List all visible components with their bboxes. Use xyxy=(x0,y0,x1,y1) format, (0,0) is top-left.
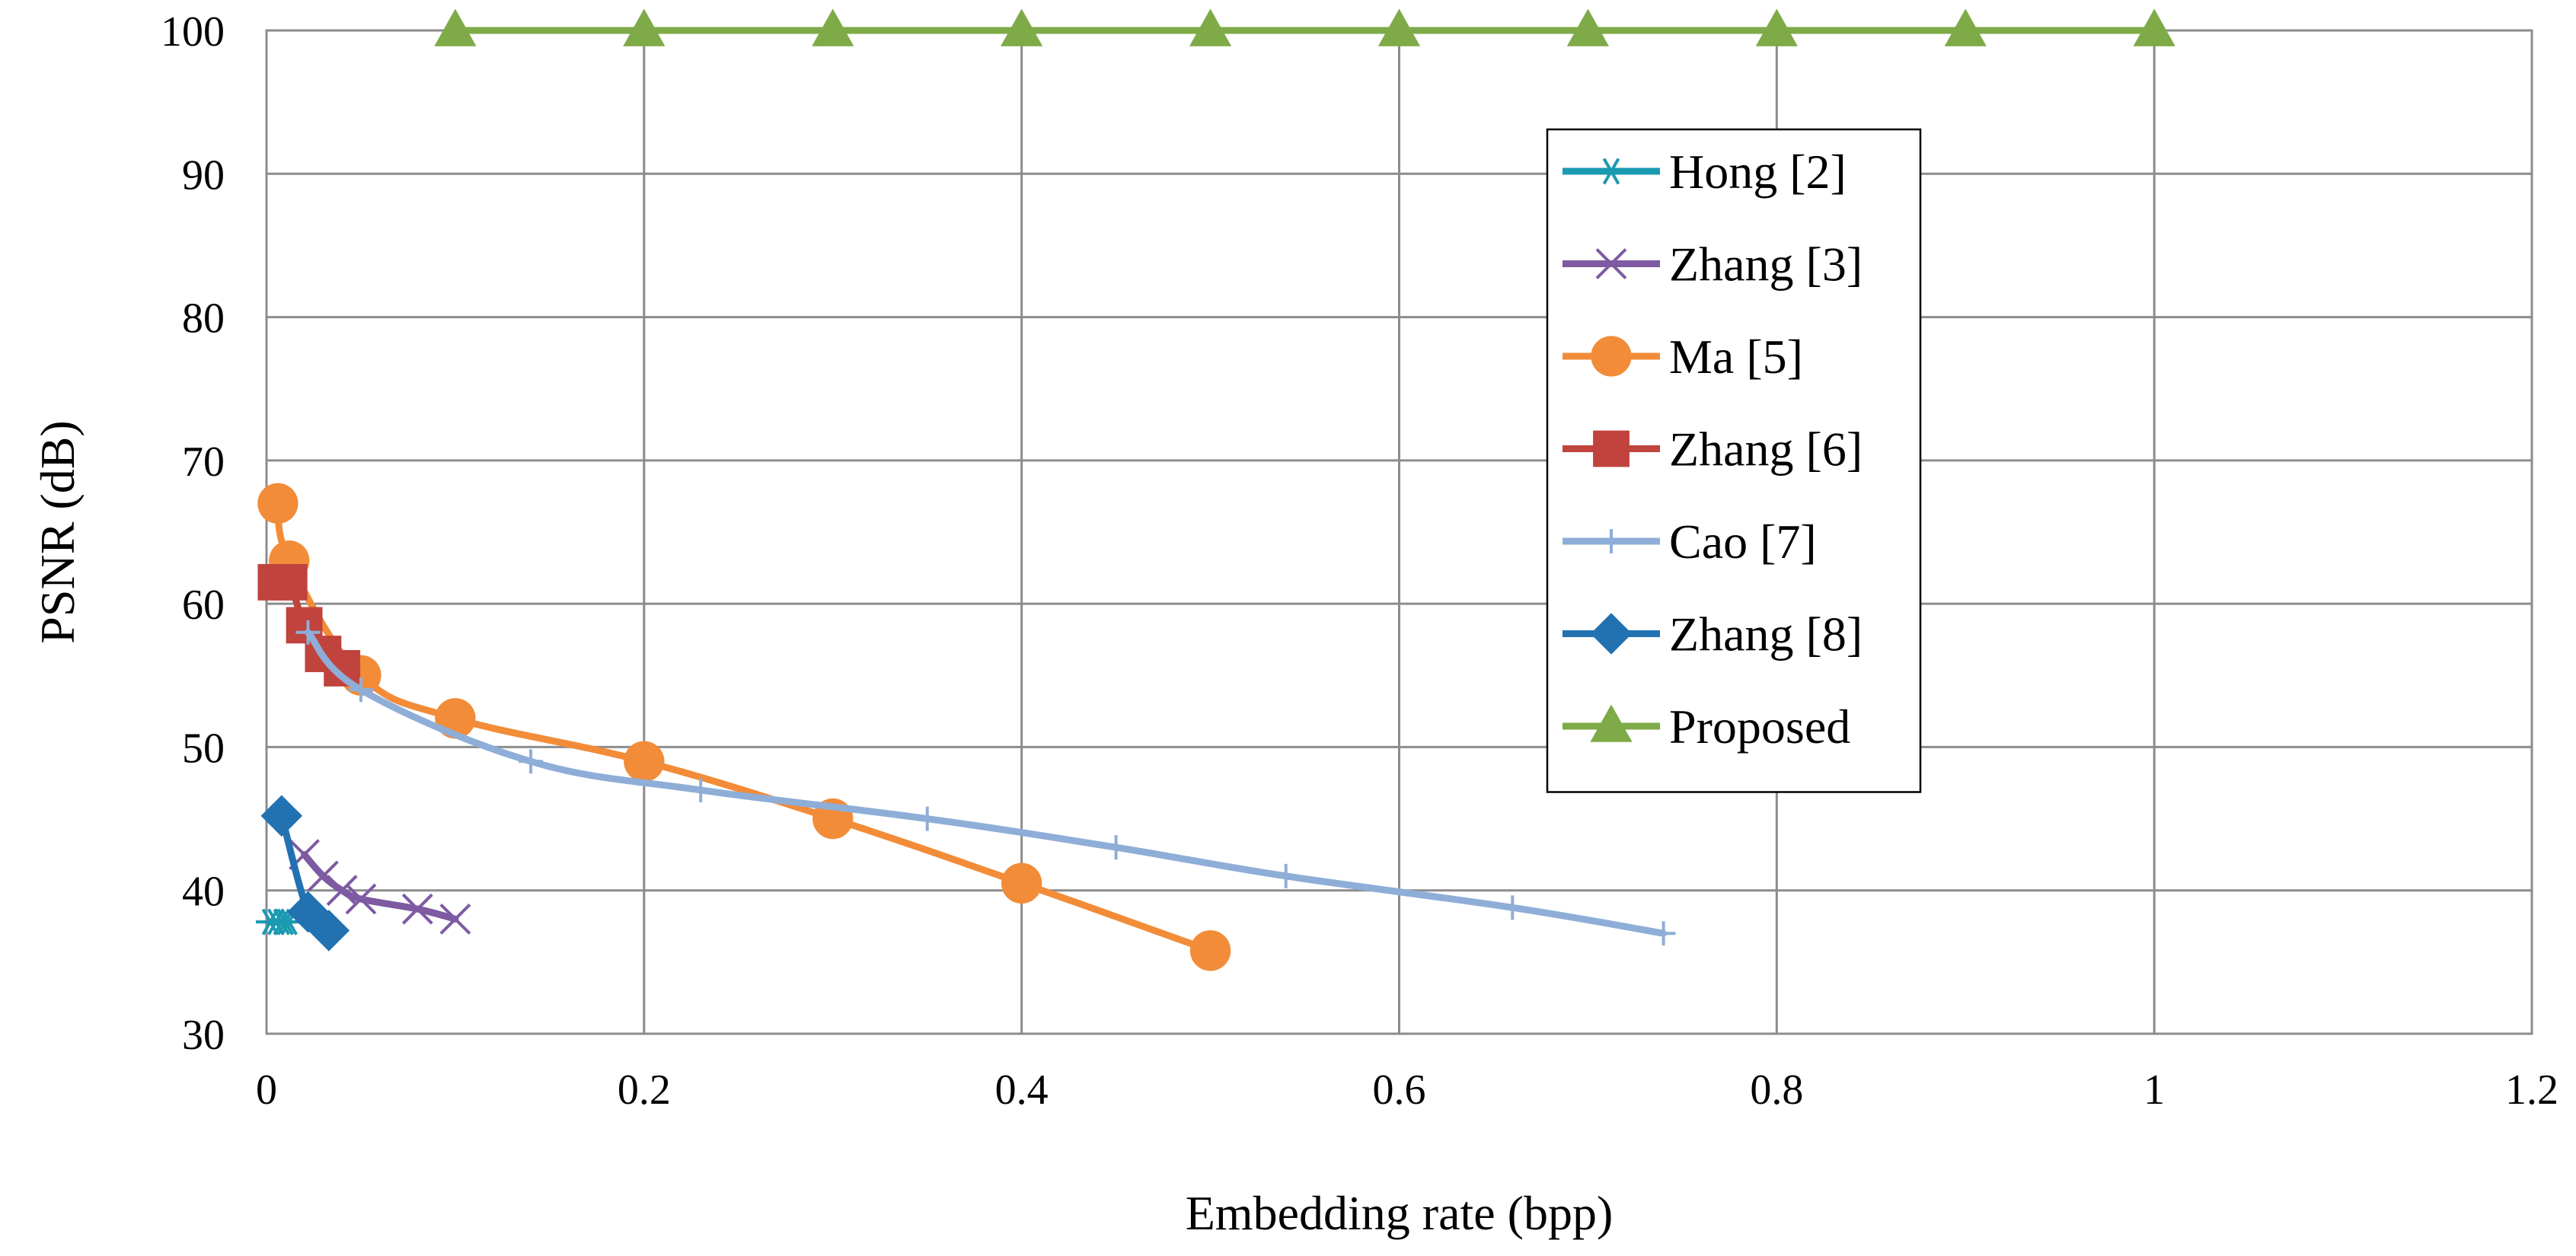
diamond-marker xyxy=(1590,613,1633,655)
triangle-marker xyxy=(1001,8,1043,46)
circle-marker xyxy=(1001,862,1042,904)
triangle-marker xyxy=(623,8,666,46)
series-proposed xyxy=(434,8,2175,46)
x-marker xyxy=(326,875,358,907)
asterisk-marker xyxy=(1597,158,1626,185)
plus-marker xyxy=(1103,835,1128,860)
plus-marker xyxy=(1273,863,1298,888)
legend-label: Ma [5] xyxy=(1669,330,1803,384)
y-tick-label: 50 xyxy=(182,725,225,772)
square-marker xyxy=(1593,430,1630,467)
plus-marker xyxy=(1651,921,1676,946)
x-marker xyxy=(345,883,377,915)
x-marker xyxy=(439,903,471,935)
x-tick-label: 1.2 xyxy=(2505,1066,2558,1114)
circle-marker xyxy=(257,483,298,524)
plus-marker xyxy=(1500,895,1525,920)
x-marker xyxy=(1595,248,1627,279)
series-cao-7 xyxy=(295,620,1676,946)
x-tick-label: 0.4 xyxy=(995,1066,1049,1114)
y-tick-label: 30 xyxy=(182,1012,225,1059)
triangle-marker xyxy=(812,8,854,46)
triangle-marker xyxy=(1377,8,1421,46)
triangle-marker xyxy=(434,8,477,46)
legend-label: Hong [2] xyxy=(1669,145,1847,199)
x-marker-stroke xyxy=(439,903,471,935)
legend-item: Hong [2] xyxy=(1563,145,1847,199)
series-hong-2 xyxy=(255,908,304,936)
x-marker-stroke xyxy=(401,893,433,925)
plus-marker xyxy=(1599,529,1623,553)
diamond-marker xyxy=(260,795,303,837)
x-marker-stroke xyxy=(345,883,377,915)
legend-item: Zhang [6] xyxy=(1563,422,1863,477)
series-zhang-8 xyxy=(260,795,350,952)
y-tick-label: 100 xyxy=(161,8,225,56)
square-marker xyxy=(270,563,308,601)
plus-marker xyxy=(688,777,713,802)
triangle-marker xyxy=(1755,8,1798,46)
triangle-marker xyxy=(1189,8,1232,46)
circle-marker xyxy=(1591,336,1632,377)
triangle-marker xyxy=(1566,8,1610,46)
plus-marker xyxy=(519,749,544,774)
legend-item: Zhang [8] xyxy=(1563,607,1863,661)
legend-label: Zhang [3] xyxy=(1669,237,1863,292)
x-tick-label: 0.6 xyxy=(1373,1066,1426,1114)
series-group xyxy=(255,8,2175,971)
y-tick-label: 90 xyxy=(182,151,225,199)
x-marker-stroke xyxy=(326,875,358,907)
legend-label: Zhang [6] xyxy=(1669,422,1863,477)
y-tick-label: 40 xyxy=(182,869,225,916)
triangle-marker xyxy=(1944,8,1987,46)
y-axis-ticks: 30 40 50 60 70 80 90 100 xyxy=(161,8,225,1059)
legend-label: Proposed xyxy=(1669,700,1850,754)
legend-label: Cao [7] xyxy=(1669,515,1817,569)
x-tick-label: 0.2 xyxy=(618,1066,671,1114)
legend-label: Zhang [8] xyxy=(1669,607,1863,661)
x-marker xyxy=(307,860,339,892)
x-tick-label: 0.8 xyxy=(1750,1066,1803,1114)
plus-marker xyxy=(915,806,940,831)
x-tick-label: 0 xyxy=(256,1066,277,1114)
x-marker-stroke xyxy=(307,860,339,892)
legend-item: Ma [5] xyxy=(1563,330,1803,384)
triangle-marker xyxy=(1590,704,1633,742)
x-marker xyxy=(401,893,433,925)
series-zhang-3 xyxy=(289,839,471,935)
x-marker-stroke xyxy=(1595,248,1627,279)
y-tick-label: 60 xyxy=(182,582,225,629)
diamond-marker xyxy=(308,910,350,952)
plus-marker xyxy=(348,677,373,703)
legend-item: Cao [7] xyxy=(1563,515,1817,569)
x-axis-ticks: 0 0.2 0.4 0.6 0.8 1 1.2 xyxy=(256,1066,2558,1114)
x-axis-title: Embedding rate (bpp) xyxy=(1186,1186,1614,1240)
legend-item: Zhang [3] xyxy=(1563,237,1863,292)
y-axis-title: PSNR (dB) xyxy=(30,420,85,643)
circle-marker xyxy=(624,741,665,782)
x-tick-label: 1 xyxy=(2143,1066,2165,1114)
y-tick-label: 70 xyxy=(182,438,225,486)
series-line xyxy=(305,629,1668,937)
asterisk-marker-stroke xyxy=(1602,158,1620,185)
circle-marker xyxy=(1189,930,1231,971)
legend-item: Proposed xyxy=(1563,700,1850,754)
y-tick-label: 80 xyxy=(182,295,225,343)
plus-marker xyxy=(295,620,321,645)
triangle-marker xyxy=(2133,8,2175,46)
legend: Hong [2] Zhang [3] Ma [5] Zhang [6] Cao [7] Z… xyxy=(1546,128,1922,793)
